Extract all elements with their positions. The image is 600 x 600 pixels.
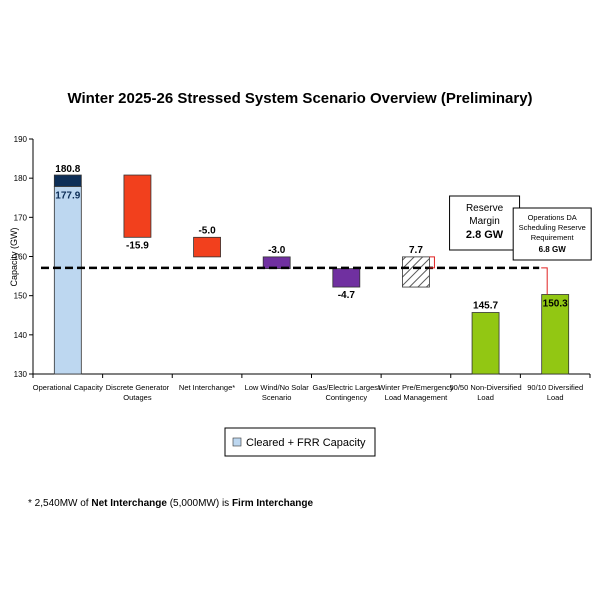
da-requirement-value: 6.8 GW [539, 245, 567, 254]
y-tick-label: 130 [14, 370, 28, 379]
bar-cleared_frr-0 [53, 185, 82, 375]
x-category-label: 90/10 Diversified [527, 383, 583, 392]
bar-value-label: -3.0 [268, 245, 286, 256]
x-category-label: Operational Capacity [33, 383, 103, 392]
bar-value-label: 145.7 [473, 301, 498, 312]
legend-box [224, 427, 376, 457]
bar-value-label: -15.9 [126, 240, 149, 251]
x-category-label: Outages [123, 393, 152, 402]
bar-cap-0 [53, 174, 82, 187]
x-category-label: Net Interchange* [179, 383, 235, 392]
x-category-label: Discrete Generator [106, 383, 170, 392]
x-category-label: Contingency [325, 393, 367, 402]
bar-value-label: -5.0 [198, 225, 216, 236]
x-category-label: Low Wind/No Solar [245, 383, 310, 392]
x-category-label: Scenario [262, 393, 292, 402]
bar-decrease-2 [193, 236, 221, 258]
y-axis-label: Capacity (GW) [9, 227, 19, 286]
footnote-bold-firm-interchange: Firm Interchange [231, 498, 314, 509]
x-category-label: Load [547, 393, 564, 402]
x-category-label: 50/50 Non-Diversified [450, 383, 522, 392]
da-requirement-box [512, 207, 592, 261]
y-tick-label: 160 [14, 253, 28, 262]
reserve-margin-label: Reserve [466, 203, 504, 214]
bar-value-label: 177.9 [55, 190, 80, 201]
bar-value-label: 150.3 [543, 298, 568, 309]
da-requirement-label: Operations DA [528, 213, 577, 222]
footnote-middle: (5,000MW) is [166, 498, 232, 509]
bar-value-label: -4.7 [338, 290, 356, 301]
reserve-margin-box [449, 195, 521, 251]
x-category-label: Load Management [385, 393, 448, 402]
da-requirement-label: Scheduling Reserve [519, 223, 586, 232]
chart-title: Winter 2025-26 Stressed System Scenario … [67, 90, 532, 107]
y-tick-label: 190 [14, 135, 28, 144]
bar-load-7 [541, 294, 570, 375]
x-category-label: Winter Pre/Emergency [378, 383, 454, 392]
reserve-margin-value: 2.8 GW [466, 229, 504, 241]
y-tick-label: 150 [14, 292, 28, 301]
legend-swatch [232, 437, 242, 447]
footnote-prefix: * 2,540MW of [28, 498, 92, 509]
da-requirement-label: Requirement [531, 233, 575, 242]
reserve-margin-label: Margin [469, 216, 500, 227]
legend-label: Cleared + FRR Capacity [246, 437, 366, 449]
bar-increase-5 [402, 256, 430, 288]
da-requirement-bracket [541, 267, 548, 295]
bar-decrease-1 [123, 174, 152, 238]
bar-value-label: 7.7 [409, 245, 423, 256]
x-category-label: Gas/Electric Largest [313, 383, 381, 392]
bar-load-6 [471, 312, 500, 375]
y-tick-label: 180 [14, 174, 28, 183]
reserve-margin-bracket [429, 256, 435, 269]
bar-value-label: 180.8 [55, 164, 80, 175]
x-category-label: Load [477, 393, 494, 402]
footnote: * 2,540MW of Net Interchange (5,000MW) i… [28, 498, 313, 509]
bar-decrease-4 [332, 268, 361, 288]
y-tick-label: 140 [14, 331, 28, 340]
footnote-bold-net-interchange: Net Interchange [91, 498, 167, 509]
y-tick-label: 170 [14, 213, 28, 222]
